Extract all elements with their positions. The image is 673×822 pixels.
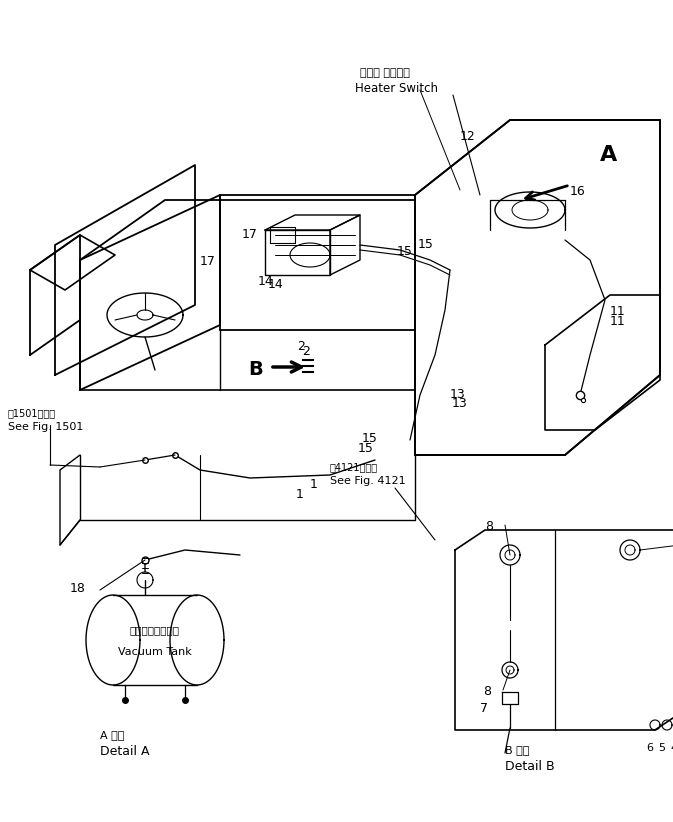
Text: 11: 11 — [610, 305, 626, 318]
Text: Vacuum Tank: Vacuum Tank — [118, 647, 192, 657]
Text: 18: 18 — [70, 582, 86, 595]
Text: 4: 4 — [670, 743, 673, 753]
Text: 14: 14 — [268, 278, 284, 291]
Text: B 詳細: B 詳細 — [505, 745, 530, 755]
Text: 6: 6 — [647, 743, 653, 753]
Text: 5: 5 — [658, 743, 666, 753]
Text: 16: 16 — [570, 185, 586, 198]
Text: 1: 1 — [296, 488, 304, 501]
Text: バキュームタンク: バキュームタンク — [130, 625, 180, 635]
Text: 11: 11 — [610, 315, 626, 328]
Text: 15: 15 — [418, 238, 434, 251]
Text: 7: 7 — [480, 702, 488, 715]
Text: 13: 13 — [452, 397, 468, 410]
Text: ヒータ スイッチ: ヒータ スイッチ — [360, 68, 410, 78]
Text: 1: 1 — [310, 478, 318, 491]
Text: A 詳細: A 詳細 — [100, 730, 125, 740]
Text: 8: 8 — [485, 520, 493, 533]
Text: 2: 2 — [302, 345, 310, 358]
Text: See Fig. 1501: See Fig. 1501 — [8, 422, 83, 432]
Text: A: A — [600, 145, 617, 165]
Text: Detail A: Detail A — [100, 745, 149, 758]
Text: 13: 13 — [450, 388, 466, 401]
Text: ㄄1501図参照: ㄄1501図参照 — [8, 408, 56, 418]
Text: 17: 17 — [242, 228, 258, 241]
Text: Detail B: Detail B — [505, 760, 555, 773]
Text: 15: 15 — [358, 442, 374, 455]
Text: 14: 14 — [258, 275, 274, 288]
Text: B: B — [248, 360, 262, 379]
Text: See Fig. 4121: See Fig. 4121 — [330, 476, 406, 486]
Text: 15: 15 — [397, 245, 413, 258]
Text: 17: 17 — [200, 255, 216, 268]
Text: Heater Switch: Heater Switch — [355, 82, 438, 95]
Text: 2: 2 — [297, 340, 305, 353]
Text: ㄄4121図参照: ㄄4121図参照 — [330, 462, 378, 472]
Text: 8: 8 — [483, 685, 491, 698]
Text: 12: 12 — [460, 130, 476, 143]
Text: 15: 15 — [362, 432, 378, 445]
